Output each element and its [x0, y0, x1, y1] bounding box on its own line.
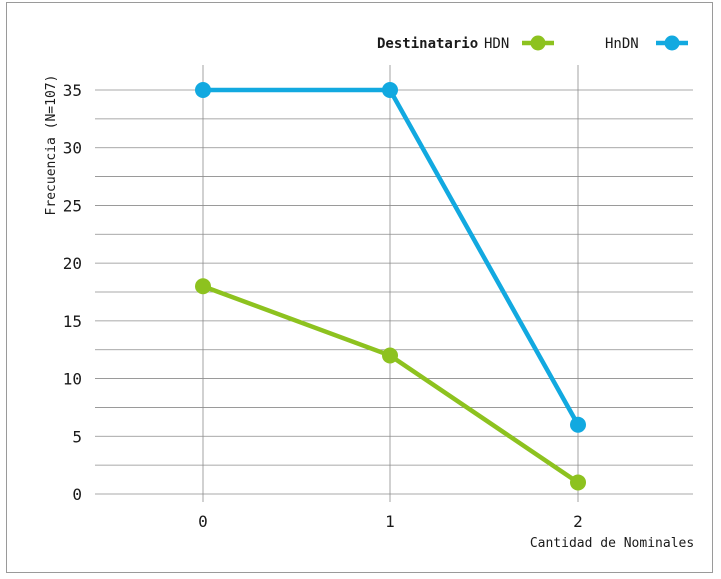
y-axis-label: Frecuencia (N=107) [44, 75, 59, 216]
legend-title: Destinatario [377, 36, 478, 52]
data-point [195, 82, 211, 98]
series-line [203, 87, 580, 426]
data-point [382, 347, 398, 364]
y-tick-label: 35 [63, 81, 82, 100]
series-line [202, 284, 580, 485]
legend-marker [530, 35, 546, 51]
x-tick-label: 0 [198, 512, 208, 531]
y-tick-label: 5 [72, 427, 82, 446]
data-point [570, 474, 586, 491]
y-axis-ticks: 0 5 10 15 20 25 30 35 [63, 81, 82, 504]
x-tick-label: 2 [573, 512, 583, 531]
y-tick-label: 15 [63, 312, 82, 331]
data-point [382, 82, 398, 98]
series-hdn [195, 278, 586, 491]
legend-label: HDN [484, 36, 509, 52]
x-tick-label: 1 [385, 512, 395, 531]
y-tick-label: 20 [63, 254, 82, 273]
y-tick-label: 0 [72, 485, 82, 504]
legend-label: HnDN [605, 36, 639, 52]
x-axis-ticks: 0 1 2 [198, 512, 583, 531]
y-tick-label: 25 [63, 196, 82, 215]
x-axis-label: Cantidad de Nominales [530, 536, 694, 551]
data-point [570, 416, 586, 433]
data-point [195, 278, 211, 295]
legend: Destinatario HDN HnDN [377, 35, 688, 52]
y-tick-label: 30 [63, 139, 82, 158]
series-hndn [195, 82, 586, 433]
y-tick-label: 10 [63, 370, 82, 389]
series-layer [195, 82, 586, 491]
chart-frame [6, 2, 713, 573]
legend-marker [664, 35, 680, 51]
grid-lines [95, 65, 693, 502]
